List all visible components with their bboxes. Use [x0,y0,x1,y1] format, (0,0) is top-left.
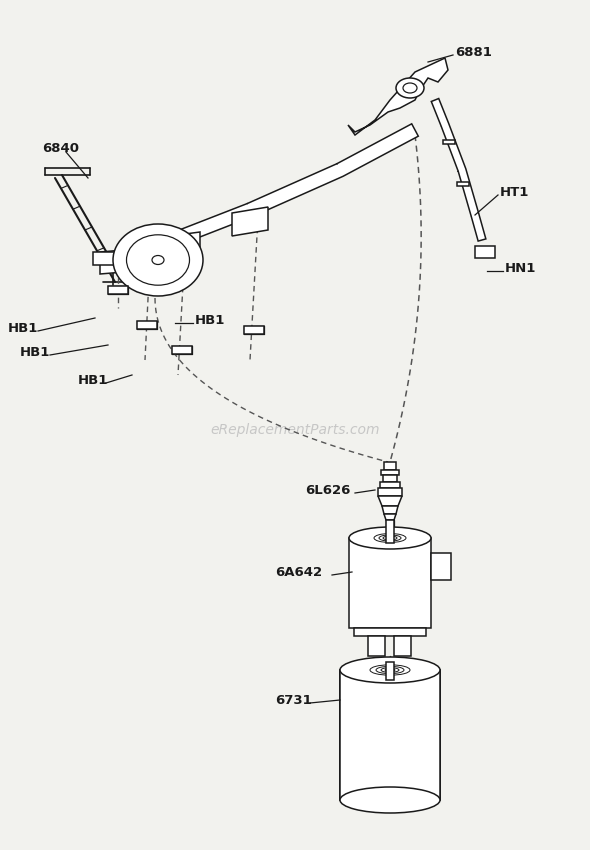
Polygon shape [155,232,200,260]
Text: HB1: HB1 [78,373,109,387]
Polygon shape [340,670,440,800]
Polygon shape [106,124,418,269]
Polygon shape [386,520,394,543]
Polygon shape [443,140,455,144]
Polygon shape [384,514,396,520]
Polygon shape [108,286,128,294]
Polygon shape [244,326,264,334]
Text: HT1: HT1 [500,185,529,199]
Ellipse shape [396,78,424,98]
Polygon shape [380,482,400,488]
Polygon shape [386,662,394,680]
Ellipse shape [113,224,203,296]
Polygon shape [431,553,451,580]
Text: 6A642: 6A642 [275,565,322,579]
Text: HN1: HN1 [505,262,536,275]
Ellipse shape [126,235,189,286]
Polygon shape [137,321,157,329]
Polygon shape [93,252,133,265]
Polygon shape [368,636,385,656]
Text: HB1: HB1 [8,321,38,335]
Polygon shape [378,496,402,506]
Text: 6881: 6881 [455,46,492,59]
Polygon shape [394,636,411,656]
Ellipse shape [349,527,431,549]
Polygon shape [349,538,431,628]
Polygon shape [348,58,448,135]
Polygon shape [475,246,495,258]
Polygon shape [431,99,486,241]
Polygon shape [382,506,398,514]
Polygon shape [100,248,148,274]
Polygon shape [383,475,397,482]
Text: HB1: HB1 [20,345,50,359]
Ellipse shape [403,83,417,93]
Ellipse shape [340,787,440,813]
Ellipse shape [340,657,440,683]
Polygon shape [457,182,469,186]
Polygon shape [232,207,268,236]
Polygon shape [172,346,192,354]
Polygon shape [381,470,399,475]
Polygon shape [378,488,402,496]
Text: 6L626: 6L626 [305,484,350,496]
Text: eReplacementParts.com: eReplacementParts.com [210,423,380,437]
Polygon shape [384,462,396,470]
Text: HB1: HB1 [195,314,225,326]
Polygon shape [354,628,426,636]
Text: 6731: 6731 [275,694,312,706]
Ellipse shape [152,256,164,264]
Text: 6840: 6840 [42,141,79,155]
